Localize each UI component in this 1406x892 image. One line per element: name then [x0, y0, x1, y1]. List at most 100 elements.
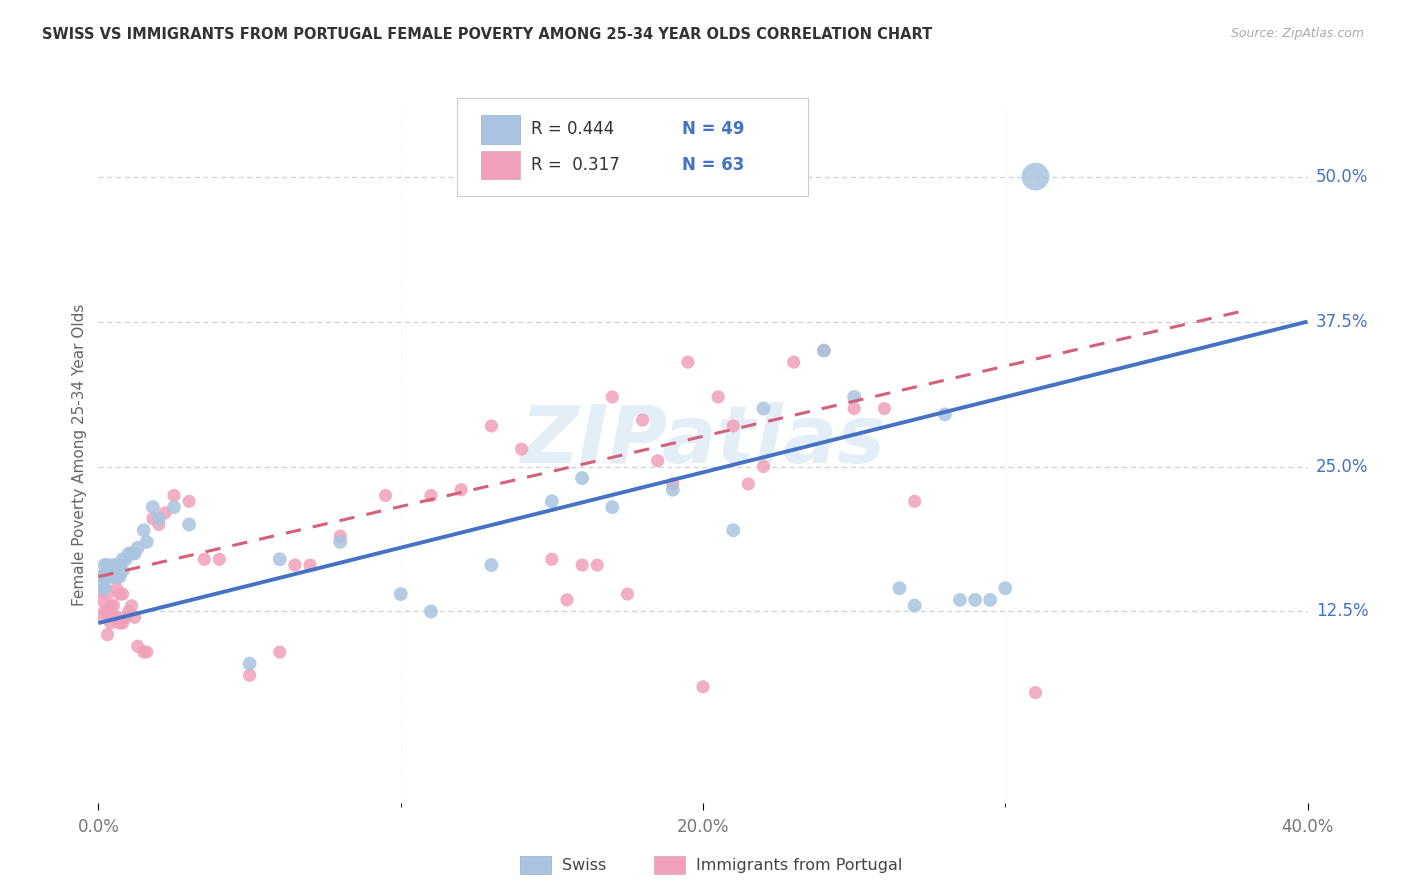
Point	[555, 592, 578, 607]
Point	[965, 592, 987, 607]
Text: N = 49: N = 49	[682, 120, 744, 138]
Point	[208, 552, 231, 566]
Point	[571, 471, 593, 485]
Point	[721, 523, 744, 537]
Point	[737, 476, 759, 491]
Point	[93, 605, 115, 619]
Point	[142, 500, 165, 514]
Point	[904, 599, 927, 613]
Point	[127, 541, 149, 555]
Point	[329, 534, 352, 549]
Point	[602, 390, 624, 404]
Point	[586, 558, 609, 573]
Point	[571, 558, 593, 573]
Point	[844, 401, 866, 416]
Point	[481, 419, 503, 434]
Point	[135, 534, 157, 549]
Point	[111, 564, 134, 578]
Point	[153, 506, 176, 520]
Point	[96, 628, 118, 642]
Point	[93, 582, 115, 596]
Point	[96, 570, 118, 584]
Point	[934, 407, 956, 422]
Point	[661, 483, 683, 497]
Text: 50.0%: 50.0%	[1316, 168, 1368, 186]
Point	[105, 570, 128, 584]
Point	[721, 419, 744, 434]
Point	[148, 512, 170, 526]
Point	[111, 587, 134, 601]
Point	[540, 552, 562, 566]
Point	[602, 500, 624, 514]
Point	[389, 587, 412, 601]
Point	[90, 570, 112, 584]
Point	[108, 558, 131, 573]
Text: R =  0.317: R = 0.317	[531, 156, 620, 174]
Point	[239, 668, 262, 682]
Text: 37.5%: 37.5%	[1316, 312, 1368, 331]
Point	[979, 592, 1001, 607]
Point	[118, 605, 141, 619]
Point	[616, 587, 638, 601]
Point	[284, 558, 307, 573]
Point	[124, 610, 146, 624]
Point	[904, 494, 927, 508]
Point	[481, 558, 503, 573]
Point	[96, 558, 118, 573]
Text: N = 63: N = 63	[682, 156, 744, 174]
Point	[111, 552, 134, 566]
Point	[510, 442, 533, 457]
Point	[419, 489, 441, 503]
Point	[813, 343, 835, 358]
Point	[707, 390, 730, 404]
Text: SWISS VS IMMIGRANTS FROM PORTUGAL FEMALE POVERTY AMONG 25-34 YEAR OLDS CORRELATI: SWISS VS IMMIGRANTS FROM PORTUGAL FEMALE…	[42, 27, 932, 42]
Point	[239, 657, 262, 671]
Point	[111, 615, 134, 630]
Text: 12.5%: 12.5%	[1316, 602, 1368, 621]
Point	[782, 355, 804, 369]
Point	[752, 401, 775, 416]
Point	[949, 592, 972, 607]
Point	[108, 615, 131, 630]
Point	[103, 570, 125, 584]
Point	[163, 489, 186, 503]
Point	[124, 546, 146, 561]
Point	[1024, 685, 1046, 699]
Point	[135, 645, 157, 659]
Point	[1024, 169, 1046, 184]
Point	[103, 599, 125, 613]
Point	[540, 494, 562, 508]
Point	[142, 512, 165, 526]
Point	[692, 680, 714, 694]
Point	[374, 489, 396, 503]
Point	[132, 645, 155, 659]
Point	[100, 570, 122, 584]
Point	[127, 639, 149, 653]
Point	[661, 476, 683, 491]
Text: 25.0%: 25.0%	[1316, 458, 1368, 475]
Point	[163, 500, 186, 514]
Point	[450, 483, 472, 497]
Point	[118, 546, 141, 561]
Point	[100, 615, 122, 630]
Point	[114, 610, 136, 624]
Point	[148, 517, 170, 532]
Text: ZIPatlas: ZIPatlas	[520, 402, 886, 480]
Point	[873, 401, 896, 416]
Text: Swiss: Swiss	[562, 858, 606, 872]
Point	[100, 599, 122, 613]
Point	[100, 564, 122, 578]
Point	[299, 558, 322, 573]
Point	[96, 587, 118, 601]
Point	[90, 570, 112, 584]
Point	[813, 343, 835, 358]
Point	[177, 517, 201, 532]
Point	[994, 582, 1017, 596]
Point	[269, 552, 291, 566]
Point	[121, 546, 143, 561]
Point	[419, 605, 441, 619]
Point	[114, 552, 136, 566]
Point	[105, 558, 128, 573]
Point	[329, 529, 352, 543]
Point	[108, 570, 131, 584]
